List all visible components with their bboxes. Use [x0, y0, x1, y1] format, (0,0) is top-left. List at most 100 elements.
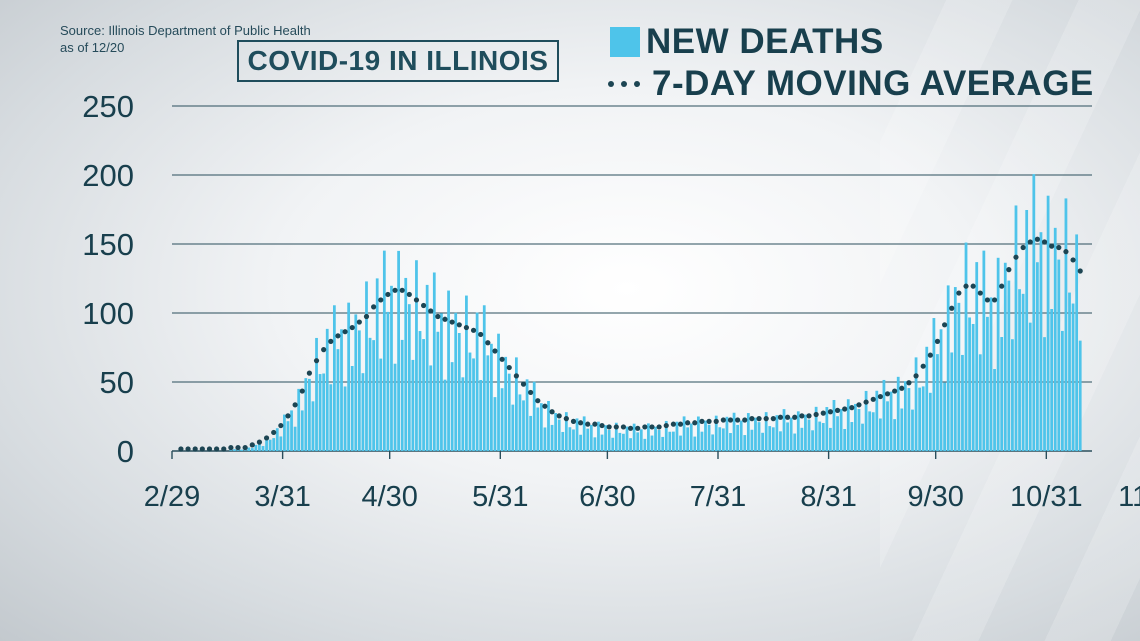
bar [1039, 232, 1043, 451]
moving-average-dot [1049, 243, 1055, 249]
x-tick-label: 10/31 [1010, 481, 1083, 513]
moving-average-dot [991, 297, 998, 303]
moving-average-dot [435, 313, 441, 320]
bar [361, 373, 365, 451]
bar [504, 356, 508, 451]
moving-average-dot [542, 403, 548, 409]
bar [543, 427, 547, 451]
moving-average-dot [1056, 244, 1062, 251]
bar [486, 355, 490, 451]
x-tick-label: 3/31 [254, 481, 310, 513]
bar [707, 424, 711, 451]
bar [993, 369, 996, 451]
bar [497, 333, 500, 451]
bar [714, 415, 718, 451]
bar [886, 401, 889, 451]
bar [522, 400, 525, 451]
moving-average-dot [420, 302, 427, 309]
bar [829, 427, 832, 451]
moving-average-dot [906, 380, 912, 386]
bar [311, 401, 315, 451]
bar [1057, 259, 1061, 451]
bar [864, 390, 868, 451]
bar [793, 433, 797, 451]
bar [454, 312, 458, 451]
moving-average-dot [228, 445, 234, 451]
bar [836, 416, 839, 451]
bar [846, 399, 850, 451]
moving-average-dot [299, 388, 305, 394]
bar [340, 329, 343, 451]
bar [233, 449, 236, 451]
moving-average-dot [870, 396, 876, 402]
moving-average-dot [271, 429, 277, 436]
bar [857, 409, 861, 451]
bar [507, 373, 511, 451]
moving-average-dot [613, 424, 619, 430]
bar [479, 379, 483, 451]
bar [354, 314, 358, 451]
bar [647, 423, 650, 451]
bar [283, 414, 286, 451]
moving-average-dot [363, 313, 370, 320]
bar [721, 428, 725, 451]
moving-average-dot [842, 406, 848, 412]
moving-average-dot [449, 319, 455, 325]
bar [950, 352, 954, 451]
bar [711, 434, 715, 451]
moving-average-dot [570, 418, 577, 424]
bar [600, 434, 604, 451]
moving-average-dot [470, 327, 477, 333]
moving-average-dot [856, 402, 862, 408]
bar [971, 323, 975, 451]
legend-new-deaths: NEW DEATHS [610, 22, 884, 62]
moving-average-dot [256, 439, 263, 445]
bar [1000, 337, 1004, 451]
bar [254, 444, 258, 451]
bar [868, 411, 872, 451]
moving-average-dot [263, 435, 270, 441]
moving-average-dot [1077, 268, 1083, 274]
bar [789, 417, 793, 451]
moving-average-dot [385, 291, 391, 298]
moving-average-dot [635, 425, 641, 431]
moving-average-dot [699, 418, 705, 424]
moving-average-dot [485, 340, 491, 346]
bar [557, 419, 561, 451]
bar [843, 428, 847, 451]
bar [918, 387, 922, 451]
moving-average-dot [399, 287, 405, 293]
bar [461, 377, 465, 451]
moving-average-dot [899, 385, 905, 391]
bar [675, 421, 679, 451]
bar [325, 328, 329, 451]
bar [1007, 280, 1011, 451]
bar [236, 449, 240, 451]
moving-average-dot [834, 407, 841, 413]
bar [357, 330, 361, 451]
bar [736, 424, 740, 451]
moving-average-dot [713, 418, 719, 424]
moving-average-dot [1027, 239, 1033, 245]
bar [807, 419, 811, 451]
moving-average-dot [456, 322, 462, 328]
moving-average-dot [735, 417, 741, 423]
moving-average-dot [663, 422, 669, 429]
bar [1003, 262, 1007, 451]
dotted-line-icon [608, 81, 648, 87]
moving-average-dot [463, 324, 470, 331]
moving-average-dot [949, 305, 955, 311]
moving-average-dot [206, 446, 213, 452]
y-tick-label: 200 [82, 158, 134, 193]
as-of-line: as of 12/20 [60, 40, 125, 55]
bar [771, 427, 775, 451]
bar [1021, 293, 1025, 451]
bar [347, 302, 351, 451]
bar [240, 449, 243, 451]
bar [429, 365, 433, 451]
bar [750, 429, 754, 451]
bar [475, 312, 479, 451]
bar [518, 394, 522, 451]
bar [532, 381, 536, 451]
x-tick-label: 6/30 [579, 481, 635, 513]
